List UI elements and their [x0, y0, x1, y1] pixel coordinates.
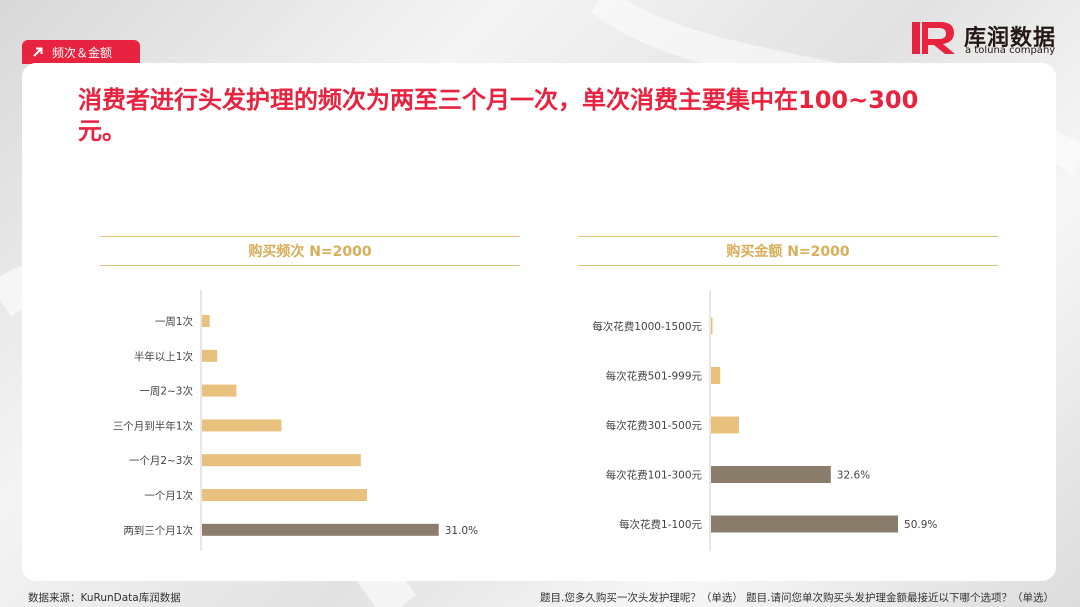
category-label: 每次花费101-300元 — [606, 469, 703, 482]
category-label: 每次花费301-500元 — [606, 419, 703, 432]
amount-chart: 购买金额 N=2000 每次花费1000-1500元 每次花费501-999元 每次… — [578, 236, 998, 556]
category-label: 一周1次 — [155, 315, 194, 328]
data-label: 32.6% — [837, 470, 870, 482]
bar — [711, 416, 739, 434]
category-label: 三个月到半年1次 — [113, 419, 194, 432]
bar — [202, 454, 361, 467]
bar — [202, 349, 218, 362]
bar — [711, 317, 713, 335]
frequency-chart: 购买频次 N=2000 一周1次半年以上1次 一周2~3次三个月到半年1次一个月2… — [100, 236, 520, 556]
chart-title: 购买频次 N=2000 — [100, 236, 520, 266]
category-label: 一个月1次 — [144, 489, 193, 502]
bar — [711, 367, 721, 384]
page-headline: 消费者进行头发护理的频次为两至三个月一次，单次消费主要集中在100~300元。 — [78, 86, 919, 145]
data-label: 31.0% — [445, 525, 478, 537]
logo-english-tagline: a toluna company — [965, 45, 1056, 56]
category-label: 每次花费501-999元 — [606, 370, 703, 383]
data-label: 50.9% — [904, 519, 937, 531]
bar — [202, 315, 210, 327]
section-tag-label: 频次＆金额 — [52, 45, 113, 60]
bar — [711, 466, 831, 483]
company-logo: 库润数据 a toluna company — [910, 20, 1060, 58]
footer-note: 题目.您多久购买一次头发护理呢？（单选） 题目.请问您单次购买头发护理金额最接近… — [539, 592, 1054, 604]
frequency-bar-chart: 一周1次半年以上1次一周2~3次三个月到半年1次一个月2~3次一个月1次两到三个… — [113, 290, 478, 551]
category-label: 一个月2~3次 — [129, 454, 194, 467]
bar — [202, 419, 282, 432]
category-label: 每次花费1000-1500元 — [592, 320, 702, 333]
category-label: 一周2~3次 — [139, 385, 193, 398]
amount-bar-chart: 每次花费1000-1500元每次花费501-999元每次花费301-500元每次… — [592, 290, 937, 551]
bar — [711, 515, 899, 533]
footer-source: 数据来源：KuRunData库润数据 — [28, 592, 181, 604]
bar — [202, 489, 367, 501]
section-tag: 频次＆金额 — [22, 40, 140, 64]
logo-chinese-name: 库润数据 — [964, 26, 1057, 51]
category-label: 半年以上1次 — [134, 350, 194, 363]
bar — [202, 523, 439, 536]
bar — [202, 384, 237, 397]
kr-logo-icon — [912, 22, 955, 54]
chart-title: 购买金额 N=2000 — [578, 236, 998, 266]
category-label: 每次花费1-100元 — [619, 518, 703, 531]
arrow-up-right-icon — [33, 47, 43, 57]
content-card — [22, 63, 1056, 581]
category-label: 两到三个月1次 — [123, 524, 193, 537]
